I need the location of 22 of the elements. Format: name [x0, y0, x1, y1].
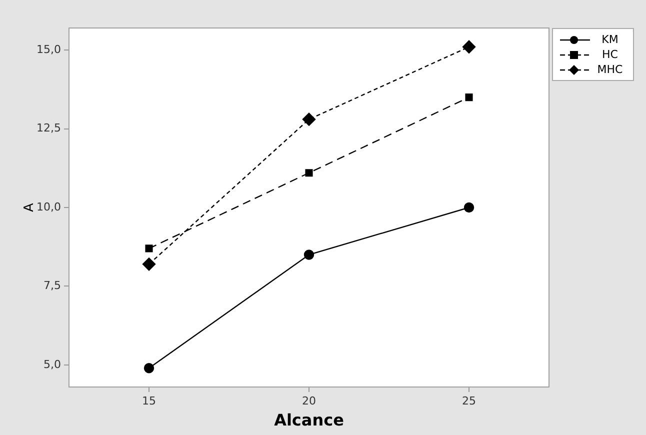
point [305, 169, 313, 177]
x-axis-title: Alcance [274, 410, 344, 430]
y-tick-label: 7,5 [44, 279, 61, 292]
point [145, 244, 153, 252]
point [464, 202, 474, 213]
x-tick-label: 15 [142, 394, 156, 408]
point [142, 258, 156, 271]
y-tick-label: 15,0 [36, 42, 61, 56]
legend-label: HC [601, 48, 619, 61]
legend-label: KM [600, 33, 620, 46]
legend-label: MHC [596, 63, 624, 76]
y-tick-label: 5,0 [44, 358, 61, 371]
point [465, 94, 473, 102]
point [144, 363, 154, 374]
point [302, 112, 316, 126]
point [462, 40, 476, 54]
x-tick-label: 25 [462, 394, 476, 408]
x-tick-label: 20 [302, 394, 316, 408]
y-tick-label: 12,5 [36, 122, 61, 135]
y-axis-title: A [22, 202, 38, 212]
y-tick-label: 10,0 [36, 200, 61, 214]
point [304, 250, 314, 260]
